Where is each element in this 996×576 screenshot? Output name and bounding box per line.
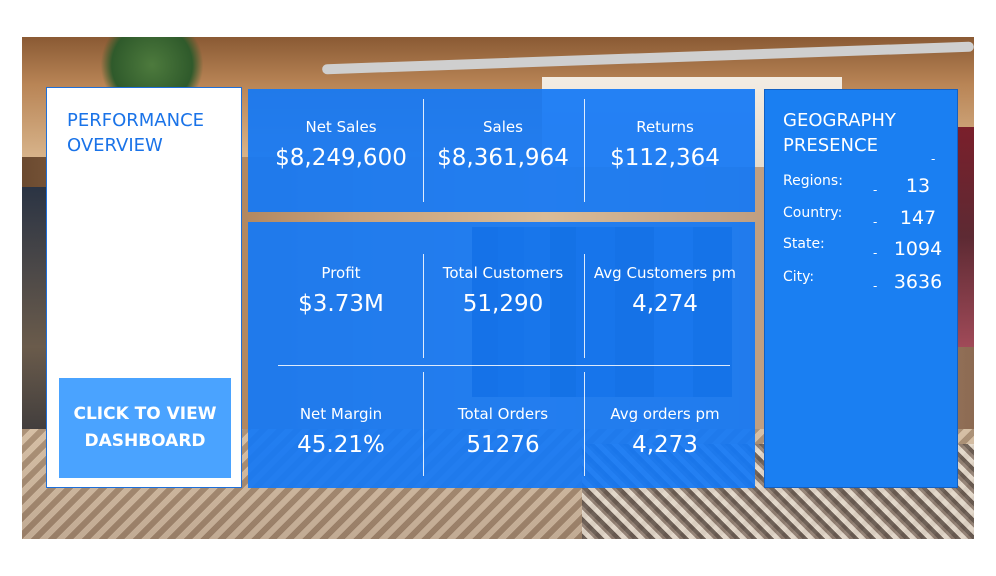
divider xyxy=(423,372,424,476)
metric-profit: Profit $3.73M xyxy=(260,263,422,319)
metric-value: $8,361,964 xyxy=(437,145,569,171)
performance-overview-card: PERFORMANCE OVERVIEW CLICK TO VIEW DASHB… xyxy=(46,87,242,488)
metric-returns: Returns $112,364 xyxy=(584,117,746,173)
geo-value: 1094 xyxy=(893,238,943,260)
geo-value: 3636 xyxy=(893,271,943,293)
decorative-dash: - xyxy=(873,183,878,197)
metric-value: $3.73M xyxy=(298,291,384,317)
customer-metrics-panel: Profit $3.73M Total Customers 51,290 Avg… xyxy=(248,222,755,488)
decorative-dash: - xyxy=(873,246,878,260)
metric-label: Avg Customers pm xyxy=(593,264,737,282)
metric-value: $8,249,600 xyxy=(275,145,407,171)
divider xyxy=(584,372,585,476)
decorative-dash: - xyxy=(931,152,936,166)
metric-avg-orders: Avg orders pm 4,273 xyxy=(584,404,746,460)
decorative-dash: - xyxy=(873,215,878,229)
geo-label: City: xyxy=(783,269,815,285)
metric-value: $112,364 xyxy=(610,145,720,171)
geography-presence-card: GEOGRAPHY PRESENCE - Regions: - 13 Count… xyxy=(764,89,958,488)
metric-label: Avg orders pm xyxy=(610,405,720,423)
geo-label: Regions: xyxy=(783,173,843,189)
metric-net-sales: Net Sales $8,249,600 xyxy=(260,117,422,173)
sales-metrics-panel: Net Sales $8,249,600 Sales $8,361,964 Re… xyxy=(248,89,755,212)
geo-value: 13 xyxy=(905,175,931,197)
metric-total-customers: Total Customers 51,290 xyxy=(422,263,584,319)
metric-net-margin: Net Margin 45.21% xyxy=(260,404,422,460)
divider xyxy=(584,254,585,358)
metric-value: 4,273 xyxy=(632,432,698,458)
metric-avg-customers: Avg Customers pm 4,274 xyxy=(584,263,746,319)
metric-value: 4,274 xyxy=(632,291,698,317)
metric-label: Net Margin xyxy=(299,405,383,423)
view-dashboard-button[interactable]: CLICK TO VIEW DASHBOARD xyxy=(59,378,231,478)
metric-total-orders: Total Orders 51276 xyxy=(422,404,584,460)
metric-label: Total Orders xyxy=(457,405,549,423)
horizontal-divider xyxy=(278,365,730,366)
metric-label: Sales xyxy=(483,118,523,136)
metric-label: Total Customers xyxy=(442,264,564,282)
divider xyxy=(584,99,585,202)
divider xyxy=(423,99,424,202)
divider xyxy=(423,254,424,358)
geo-label: Country: xyxy=(783,205,843,221)
metric-label: Net Sales xyxy=(305,118,377,136)
metric-label: Profit xyxy=(321,264,361,282)
metric-value: 51276 xyxy=(466,432,540,458)
geo-label: State: xyxy=(783,236,825,252)
performance-overview-title: PERFORMANCE OVERVIEW xyxy=(67,110,205,156)
decorative-dash: - xyxy=(873,279,878,293)
metric-sales: Sales $8,361,964 xyxy=(422,117,584,173)
geo-value: 147 xyxy=(899,207,937,229)
geography-title: GEOGRAPHY PRESENCE xyxy=(783,110,896,156)
metric-label: Returns xyxy=(636,118,694,136)
metric-value: 51,290 xyxy=(462,291,544,317)
metric-value: 45.21% xyxy=(297,432,385,458)
